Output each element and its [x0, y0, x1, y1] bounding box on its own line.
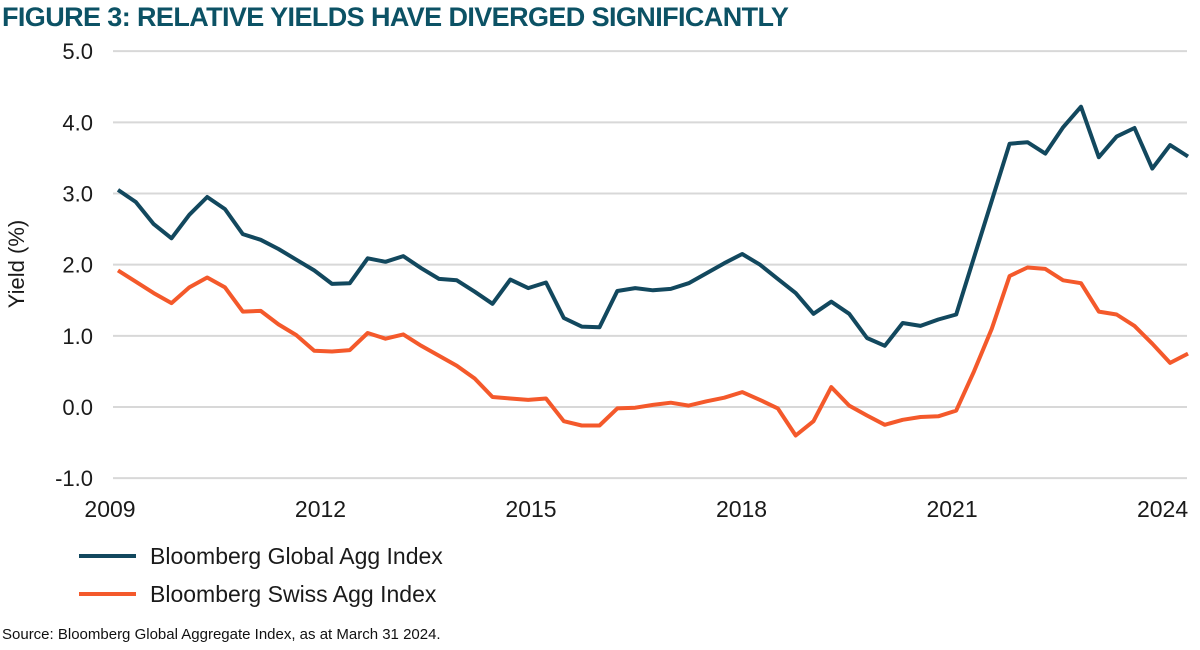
- legend-label-global-agg: Bloomberg Global Agg Index: [150, 542, 443, 569]
- y-tick-label: 5.0: [62, 39, 93, 64]
- y-tick-label: 3.0: [62, 181, 93, 206]
- chart-legend: Bloomberg Global Agg Index Bloomberg Swi…: [79, 537, 443, 613]
- x-tick-label: 2015: [505, 496, 556, 522]
- series-line-bloomberg-global-agg-index: [116, 104, 1190, 348]
- swiss-agg-line-swatch: [79, 592, 136, 596]
- source-note: Source: Bloomberg Global Aggregate Index…: [2, 626, 441, 643]
- x-tick-label: 2018: [716, 496, 767, 522]
- figure-title: FIGURE 3: RELATIVE YIELDS HAVE DIVERGED …: [2, 2, 789, 32]
- legend-item-global-agg: Bloomberg Global Agg Index: [79, 537, 443, 575]
- y-tick-label: -1.0: [55, 466, 93, 491]
- y-tick-label: 0.0: [62, 395, 93, 420]
- x-tick-label: 2009: [84, 496, 135, 522]
- y-tick-label: 1.0: [62, 324, 93, 349]
- y-axis-title: Yield (%): [4, 220, 29, 308]
- series-line-bloomberg-swiss-agg-index: [116, 265, 1189, 438]
- global-agg-line-swatch: [79, 554, 136, 558]
- legend-item-swiss-agg: Bloomberg Swiss Agg Index: [79, 575, 443, 613]
- legend-label-swiss-agg: Bloomberg Swiss Agg Index: [150, 580, 437, 607]
- x-tick-label: 2024: [1137, 496, 1188, 522]
- x-tick-label: 2021: [926, 496, 977, 522]
- y-tick-label: 4.0: [62, 110, 93, 135]
- y-tick-label: 2.0: [62, 253, 93, 278]
- x-tick-label: 2012: [295, 496, 346, 522]
